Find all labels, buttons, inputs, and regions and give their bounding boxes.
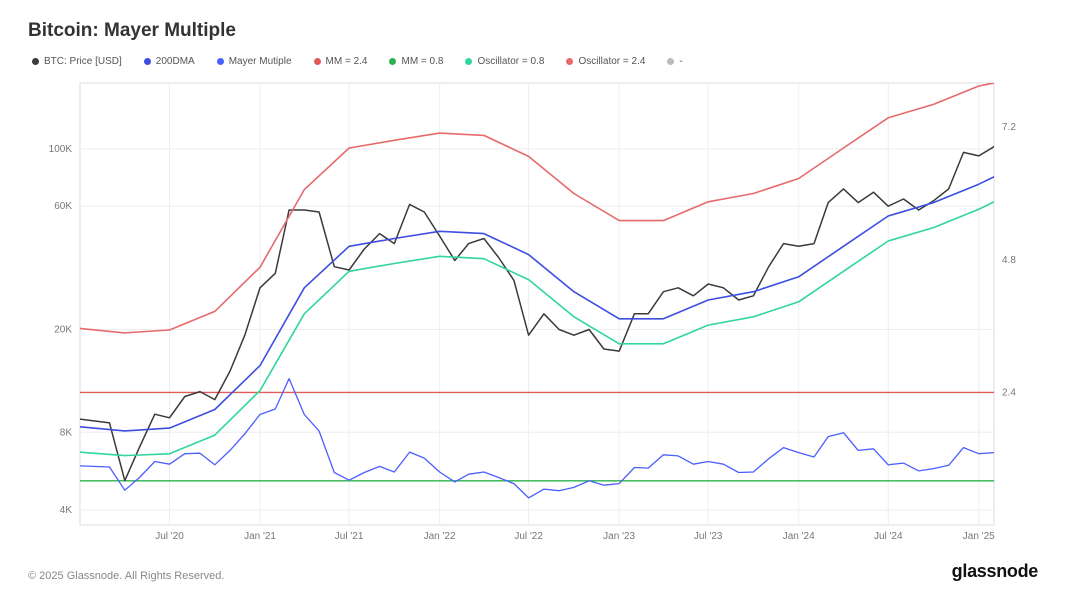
legend-dot-icon [566, 58, 573, 65]
chart-title: Bitcoin: Mayer Multiple [28, 20, 1038, 42]
legend-dot-icon [667, 58, 674, 65]
svg-text:8K: 8K [60, 427, 73, 438]
legend-label: MM = 0.8 [401, 56, 443, 67]
chart-svg: 4K 8K 20K 60K 100K 2.4 4.8 7.2 Jul '20 Jan '21 Jul… [28, 73, 1038, 551]
legend: BTC: Price [USD] 200DMA Mayer Mutiple MM = … [28, 56, 1038, 67]
legend-dot-icon [465, 58, 472, 65]
legend-item: BTC: Price [USD] [32, 56, 122, 67]
svg-text:60K: 60K [54, 201, 72, 212]
legend-dot-icon [217, 58, 224, 65]
legend-item: - [667, 56, 682, 67]
svg-text:4.8: 4.8 [1002, 255, 1016, 266]
copyright-text: © 2025 Glassnode. All Rights Reserved. [28, 570, 224, 582]
legend-item: MM = 2.4 [314, 56, 368, 67]
svg-text:Jul '20: Jul '20 [155, 531, 184, 542]
svg-text:Jan '25: Jan '25 [963, 531, 995, 542]
svg-text:Jan '21: Jan '21 [244, 531, 276, 542]
svg-text:7.2: 7.2 [1002, 122, 1016, 133]
legend-label: Mayer Mutiple [229, 56, 292, 67]
legend-label: Oscillator = 2.4 [578, 56, 645, 67]
svg-text:Jan '23: Jan '23 [603, 531, 635, 542]
legend-dot-icon [32, 58, 39, 65]
svg-text:Jul '22: Jul '22 [514, 531, 543, 542]
svg-text:20K: 20K [54, 324, 72, 335]
legend-label: MM = 2.4 [326, 56, 368, 67]
legend-label: Oscillator = 0.8 [477, 56, 544, 67]
legend-label: 200DMA [156, 56, 195, 67]
legend-label: - [679, 56, 682, 67]
svg-text:Jan '22: Jan '22 [424, 531, 456, 542]
legend-dot-icon [144, 58, 151, 65]
legend-dot-icon [314, 58, 321, 65]
brand-logo: glassnode [952, 561, 1038, 582]
legend-item: 200DMA [144, 56, 195, 67]
chart-plot-area: 4K 8K 20K 60K 100K 2.4 4.8 7.2 Jul '20 Jan '21 Jul… [28, 73, 1038, 551]
svg-text:Jul '24: Jul '24 [874, 531, 903, 542]
legend-item: Oscillator = 2.4 [566, 56, 645, 67]
legend-item: MM = 0.8 [389, 56, 443, 67]
svg-text:Jul '23: Jul '23 [694, 531, 723, 542]
chart-container: Bitcoin: Mayer Multiple BTC: Price [USD]… [0, 0, 1066, 600]
svg-text:100K: 100K [49, 144, 73, 155]
legend-item: Oscillator = 0.8 [465, 56, 544, 67]
svg-text:Jan '24: Jan '24 [783, 531, 815, 542]
legend-label: BTC: Price [USD] [44, 56, 122, 67]
footer: © 2025 Glassnode. All Rights Reserved. g… [28, 561, 1038, 582]
svg-text:2.4: 2.4 [1002, 387, 1016, 398]
legend-dot-icon [389, 58, 396, 65]
svg-text:4K: 4K [60, 505, 73, 516]
legend-item: Mayer Mutiple [217, 56, 292, 67]
svg-text:Jul '21: Jul '21 [335, 531, 364, 542]
